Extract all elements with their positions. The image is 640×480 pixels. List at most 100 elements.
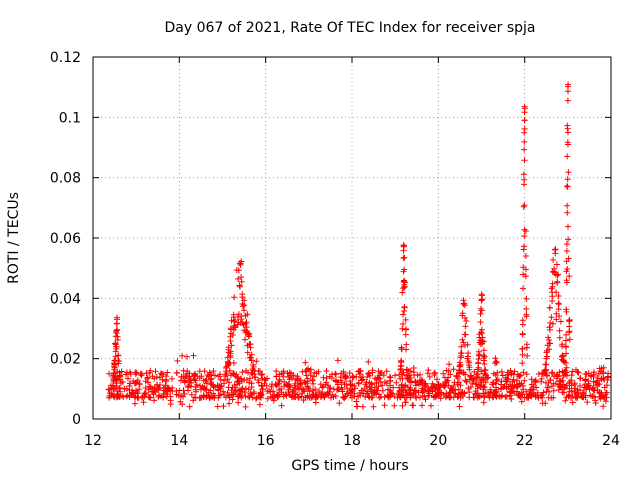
- data-point: [565, 88, 571, 95]
- data-point: [553, 289, 560, 296]
- data-point: [569, 368, 576, 375]
- data-point: [228, 391, 235, 398]
- data-point: [114, 314, 121, 321]
- data-point: [196, 395, 203, 401]
- data-point: [520, 203, 527, 210]
- data-point: [566, 316, 573, 323]
- data-point: [386, 387, 393, 394]
- data-point: [117, 388, 124, 395]
- data-point: [217, 391, 224, 398]
- data-point: [572, 385, 579, 392]
- data-point: [191, 376, 198, 383]
- data-point: [113, 328, 119, 335]
- data-point: [400, 242, 407, 249]
- data-point: [532, 377, 539, 384]
- data-point: [563, 241, 570, 248]
- data-point: [333, 377, 339, 384]
- data-point: [259, 371, 265, 378]
- data-point: [112, 340, 119, 347]
- data-point: [499, 372, 506, 379]
- data-point: [384, 392, 391, 399]
- data-point: [421, 393, 428, 400]
- data-point: [210, 382, 217, 389]
- data-point: [117, 376, 124, 383]
- data-point: [245, 333, 252, 339]
- data-point: [550, 387, 557, 394]
- data-point: [247, 344, 254, 351]
- data-point: [147, 394, 154, 401]
- data-point: [269, 393, 276, 400]
- data-point: [200, 377, 207, 384]
- data-point: [245, 393, 252, 400]
- data-point: [400, 311, 407, 318]
- data-point: [224, 389, 231, 396]
- data-point: [580, 392, 587, 399]
- data-point: [454, 373, 461, 380]
- data-point: [548, 314, 555, 321]
- data-point: [505, 371, 512, 378]
- data-point: [568, 395, 574, 402]
- data-point: [196, 368, 203, 375]
- data-point: [508, 396, 515, 402]
- data-point: [508, 385, 515, 392]
- data-point: [511, 390, 518, 397]
- data-point: [573, 366, 579, 373]
- data-point: [431, 370, 438, 377]
- data-point: [543, 388, 550, 395]
- data-point: [569, 399, 576, 406]
- data-point: [239, 301, 246, 307]
- data-point: [196, 375, 203, 382]
- data-point: [397, 375, 404, 382]
- data-point: [363, 390, 370, 397]
- data-point: [111, 364, 118, 371]
- data-point: [470, 376, 477, 383]
- data-point: [551, 268, 558, 275]
- data-point: [185, 387, 192, 394]
- data-point: [556, 327, 563, 334]
- data-point: [555, 300, 562, 307]
- data-point: [548, 394, 555, 401]
- data-point: [466, 389, 473, 396]
- data-point: [478, 297, 485, 304]
- data-point: [241, 307, 247, 314]
- data-point: [596, 389, 603, 396]
- data-point: [582, 376, 589, 383]
- data-point: [585, 380, 592, 387]
- data-point: [429, 380, 436, 387]
- data-point: [231, 324, 238, 330]
- data-point: [481, 361, 488, 367]
- data-point: [481, 353, 488, 360]
- data-point: [465, 385, 472, 392]
- data-point: [442, 374, 448, 381]
- data-point: [114, 336, 121, 343]
- data-point: [353, 398, 360, 405]
- data-point: [517, 394, 524, 400]
- data-point: [480, 347, 487, 354]
- data-point: [600, 403, 607, 410]
- data-point: [106, 390, 113, 397]
- data-point: [521, 181, 527, 188]
- data-point: [306, 388, 313, 395]
- data-point: [603, 382, 610, 389]
- data-point: [238, 278, 245, 285]
- data-point: [402, 399, 409, 406]
- data-point: [364, 374, 371, 380]
- data-point: [425, 385, 432, 391]
- data-point: [376, 372, 383, 379]
- data-point: [336, 400, 343, 407]
- data-point: [596, 381, 603, 388]
- data-point: [564, 266, 571, 272]
- x-tick-label: 18: [343, 433, 361, 449]
- data-point: [475, 351, 482, 358]
- data-point: [162, 378, 169, 385]
- y-tick-label: 0.02: [50, 352, 81, 368]
- data-point: [546, 324, 553, 331]
- data-point: [521, 377, 528, 384]
- data-point: [565, 81, 572, 88]
- data-point: [398, 382, 405, 389]
- data-point: [584, 399, 591, 406]
- data-point: [528, 376, 535, 383]
- data-point: [344, 385, 351, 392]
- data-point: [563, 306, 570, 313]
- data-point: [296, 380, 303, 387]
